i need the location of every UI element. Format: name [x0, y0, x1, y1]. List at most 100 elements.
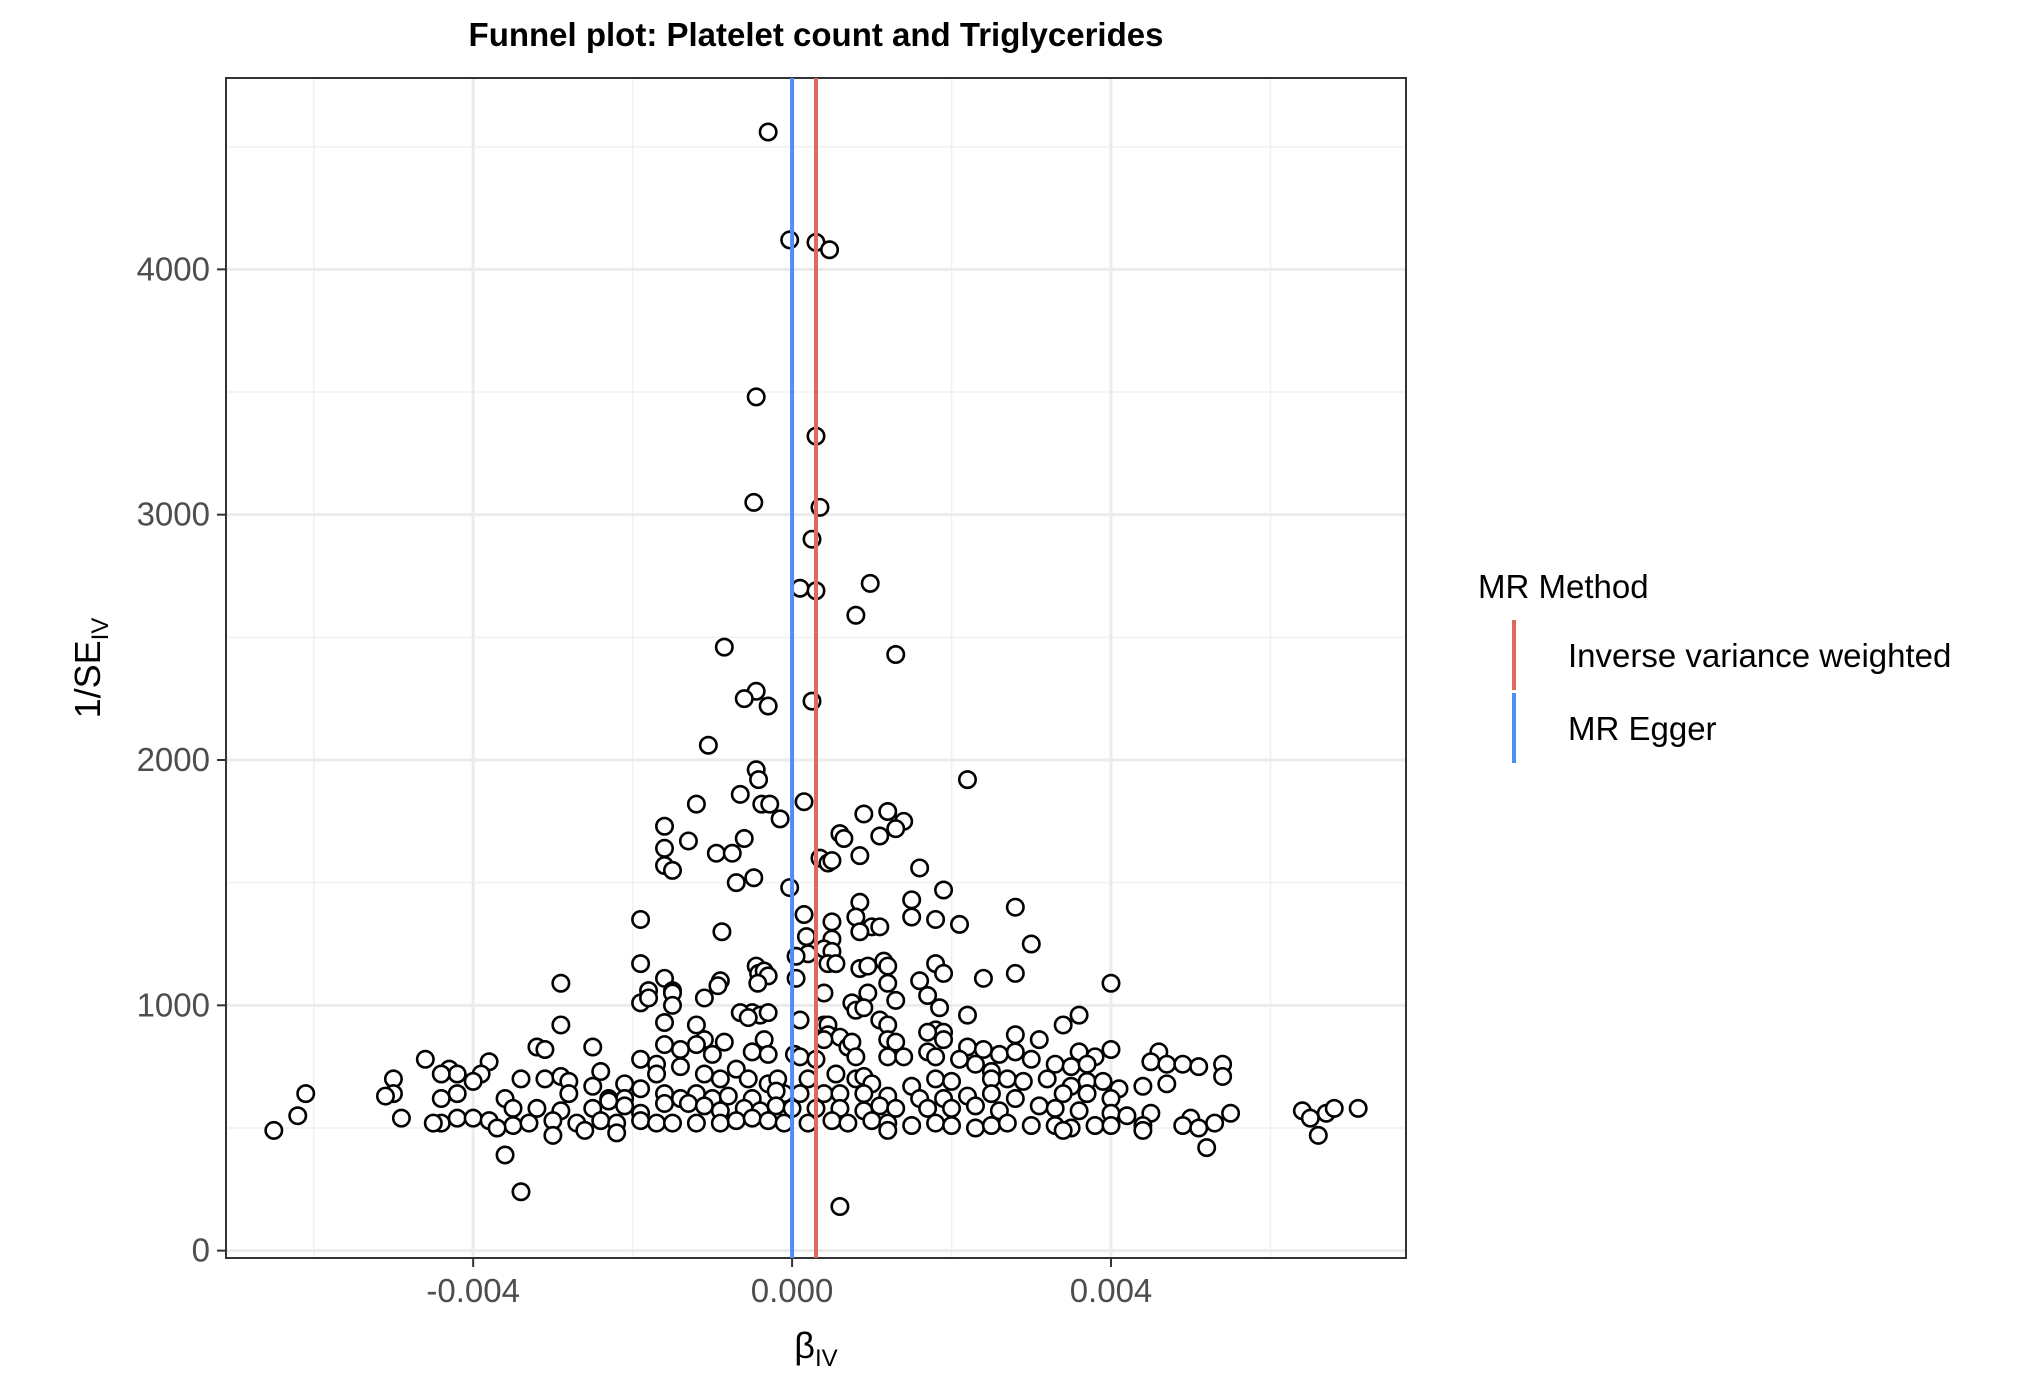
y-tick-label: 1000: [137, 986, 210, 1023]
data-point: [1021, 1116, 1041, 1136]
data-point: [850, 922, 870, 942]
legend: MR Method Inverse variance weighted MR E…: [1478, 568, 1951, 763]
data-point: [742, 1108, 762, 1128]
data-point: [1197, 1138, 1217, 1158]
data-point: [1053, 1084, 1073, 1104]
data-point: [934, 963, 954, 983]
data-point: [631, 1079, 651, 1099]
data-point: [708, 976, 728, 996]
data-point: [591, 1062, 611, 1082]
data-point: [599, 1091, 619, 1111]
data-point: [655, 1035, 675, 1055]
data-point: [726, 1111, 746, 1131]
data-point: [519, 1113, 539, 1133]
x-axis-title: βIV: [794, 1325, 837, 1372]
data-point: [997, 1069, 1017, 1089]
data-point: [1005, 897, 1025, 917]
data-point: [375, 1086, 395, 1106]
data-point: [655, 816, 675, 836]
data-point: [910, 971, 930, 991]
data-point: [758, 1111, 778, 1131]
data-point: [631, 954, 651, 974]
data-point: [918, 1098, 938, 1118]
data-point: [758, 122, 778, 142]
data-point: [746, 387, 766, 407]
data-point: [551, 1015, 571, 1035]
data-point: [780, 878, 800, 898]
data-point: [742, 1042, 762, 1062]
data-point: [535, 1039, 555, 1059]
data-point: [1053, 1015, 1073, 1035]
data-point: [965, 1096, 985, 1116]
data-point: [694, 1064, 714, 1084]
data-point: [878, 802, 898, 822]
data-point: [288, 1106, 308, 1126]
data-point: [950, 914, 970, 934]
data-point: [678, 1093, 698, 1113]
x-tick-label: 0.004: [1070, 1272, 1153, 1309]
data-point: [431, 1064, 451, 1084]
data-point: [559, 1084, 579, 1104]
data-point: [694, 1096, 714, 1116]
data-point: [503, 1116, 523, 1136]
data-point: [1157, 1074, 1177, 1094]
data-point: [686, 1015, 706, 1035]
data-point: [647, 1113, 667, 1133]
data-point: [870, 917, 890, 937]
data-point: [846, 605, 866, 625]
data-point: [1085, 1116, 1105, 1136]
data-point: [1157, 1054, 1177, 1074]
data-point: [495, 1145, 515, 1165]
data-point: [902, 907, 922, 927]
data-point: [950, 1049, 970, 1069]
data-point: [981, 1116, 1001, 1136]
data-point: [463, 1108, 483, 1128]
y-tick-label: 3000: [137, 496, 210, 533]
data-point: [1021, 1049, 1041, 1069]
data-point: [670, 1057, 690, 1077]
data-point: [714, 1032, 734, 1052]
data-point: [1005, 1089, 1025, 1109]
data-point: [686, 794, 706, 814]
data-point: [1308, 1125, 1328, 1145]
data-point: [870, 826, 890, 846]
data-point: [607, 1123, 627, 1143]
data-point: [886, 1032, 906, 1052]
data-point: [1005, 1025, 1025, 1045]
data-point: [854, 1084, 874, 1104]
data-point: [575, 1120, 595, 1140]
data-point: [662, 860, 682, 880]
data-point: [749, 770, 769, 790]
data-point: [1189, 1118, 1209, 1138]
data-point: [942, 1071, 962, 1091]
data-point: [631, 1049, 651, 1069]
data-point: [734, 828, 754, 848]
data-point: [543, 1125, 563, 1145]
data-point: [957, 770, 977, 790]
data-point: [744, 868, 764, 888]
data-point: [926, 909, 946, 929]
data-point: [794, 792, 814, 812]
y-tick-label: 4000: [137, 250, 210, 287]
data-point: [820, 240, 840, 260]
data-point: [854, 804, 874, 824]
data-point: [902, 890, 922, 910]
data-point: [726, 1059, 746, 1079]
y-tick-label: 2000: [137, 741, 210, 778]
data-point: [1189, 1057, 1209, 1077]
data-point: [706, 843, 726, 863]
data-point: [702, 1044, 722, 1064]
data-point: [926, 1069, 946, 1089]
data-point: [834, 828, 854, 848]
data-point: [714, 637, 734, 657]
data-point: [1221, 1103, 1241, 1123]
data-point: [615, 1096, 635, 1116]
legend-label-mr-egger: MR Egger: [1568, 710, 1717, 747]
data-point: [790, 1010, 810, 1030]
data-point: [678, 831, 698, 851]
data-point: [463, 1071, 483, 1091]
data-point: [744, 492, 764, 512]
data-point: [1053, 1120, 1073, 1140]
data-point: [655, 838, 675, 858]
data-point: [934, 880, 954, 900]
